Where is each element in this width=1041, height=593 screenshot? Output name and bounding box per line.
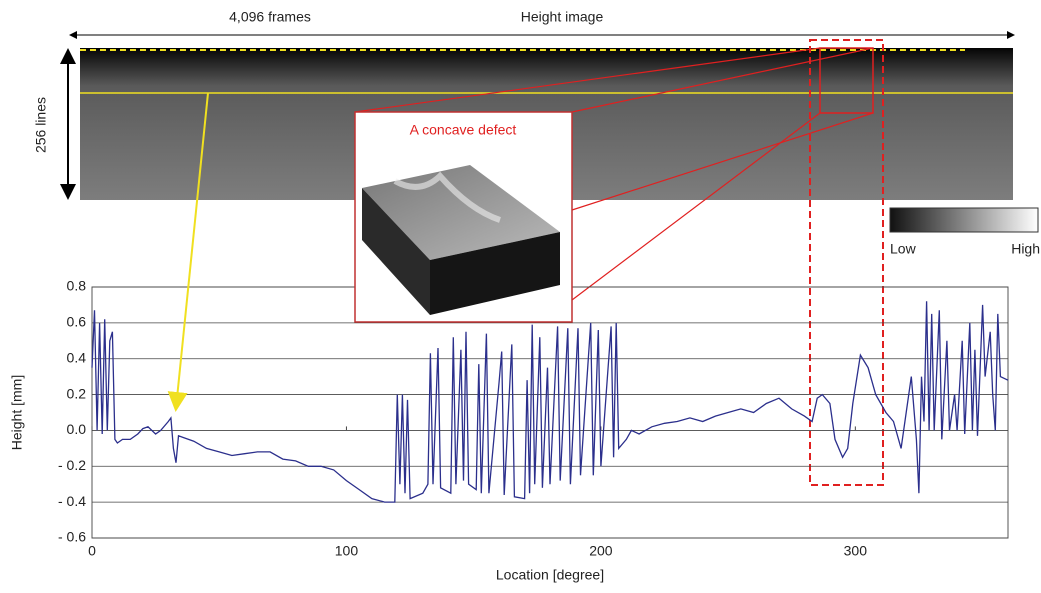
x-tick-label: 0 <box>88 543 96 559</box>
x-tick-label: 100 <box>335 543 359 559</box>
y-tick-label: - 0.2 <box>58 457 86 473</box>
x-tick-label: 200 <box>589 543 613 559</box>
y-tick-label: - 0.4 <box>58 493 86 509</box>
inset-title: A concave defect <box>410 122 517 138</box>
lines-label: 256 lines <box>33 97 49 153</box>
plot: - 0.6 - 0.4 - 0.2 0.0 0.2 0.4 0.6 0.8 0 100 200 300… <box>9 278 1008 583</box>
y-tick-label: - 0.6 <box>58 529 86 545</box>
x-axis-label: Location [degree] <box>496 567 604 583</box>
y-axis-label: Height [mm] <box>9 375 25 450</box>
y-tick-label: 0.4 <box>67 349 87 365</box>
y-tick-label: 0.0 <box>67 421 87 437</box>
y-tick-label: 0.2 <box>67 385 87 401</box>
colorbar-high: High <box>1011 241 1040 257</box>
figure: 4,096 frames Height image 256 lines Low … <box>0 0 1041 588</box>
y-tick-label: 0.8 <box>67 278 87 294</box>
height-profile <box>92 301 1008 502</box>
y-tick-label: 0.6 <box>67 314 87 330</box>
colorbar-low: Low <box>890 241 917 257</box>
colorbar <box>890 208 1038 232</box>
x-tick-label: 300 <box>844 543 868 559</box>
frames-label: 4,096 frames <box>229 9 311 25</box>
plot-frame <box>92 287 1008 538</box>
image-label: Height image <box>521 9 604 25</box>
